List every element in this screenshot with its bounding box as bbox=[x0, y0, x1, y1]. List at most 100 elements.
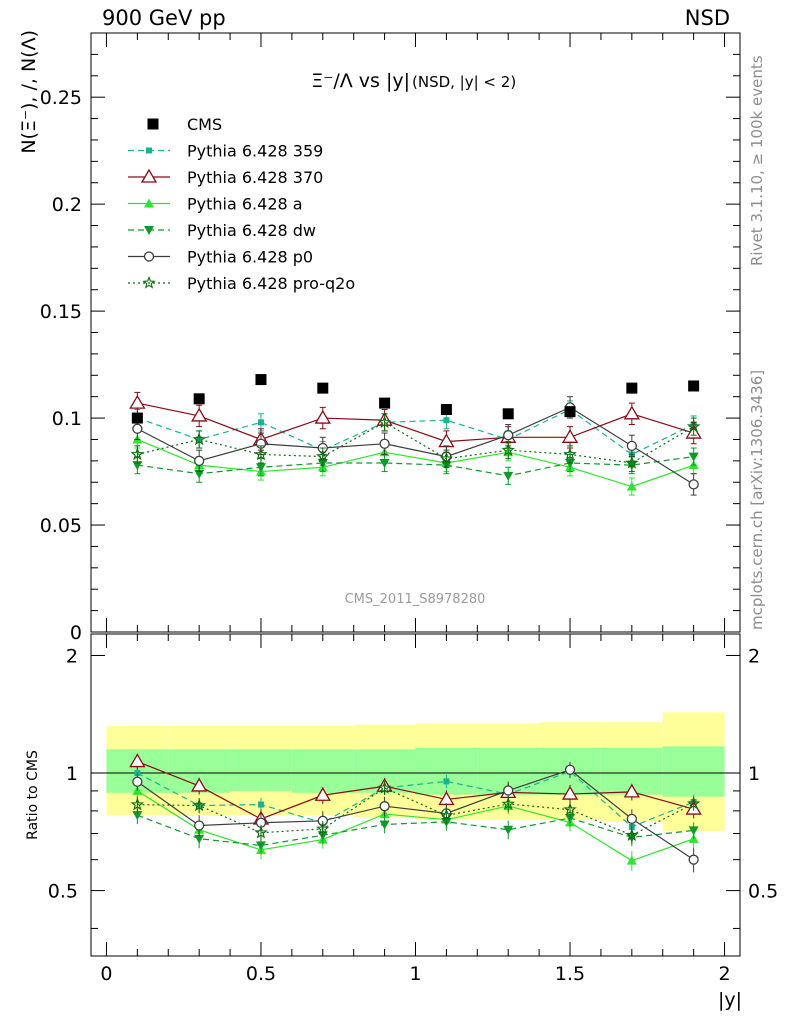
series-pythia-6-428-pro-q2o-point bbox=[439, 451, 454, 465]
series-pythia-6-428-p0-ratio-point bbox=[626, 813, 637, 825]
series-pythia-6-428-p0-ratio-point bbox=[564, 764, 576, 775]
cms-data-point bbox=[502, 408, 514, 420]
header-left: 900 GeV pp bbox=[102, 6, 226, 30]
ratio-uncertainty-bands bbox=[91, 712, 740, 832]
cms-data-point bbox=[317, 382, 329, 394]
series-pythia-6-428-370-ratio-line bbox=[137, 761, 694, 820]
series-pythia-6-428-dw-point bbox=[255, 463, 266, 473]
chart-title: Ξ⁻/Λ vs |y| bbox=[311, 70, 410, 92]
series-pythia-6-428-dw-ratio-point bbox=[132, 811, 143, 821]
series-pythia-6-428-pro-q2o-ratio-point bbox=[192, 798, 206, 812]
series-pythia-6-428-pro-q2o-point bbox=[686, 419, 701, 433]
legend-pythia-6-428-370-marker bbox=[140, 168, 158, 183]
series-pythia-6-428-359-point bbox=[443, 417, 450, 424]
series-pythia-6-428-370-point bbox=[438, 433, 455, 448]
series-pythia-6-428-pro-q2o-point bbox=[377, 415, 392, 429]
series-pythia-6-428-p0-point bbox=[379, 438, 390, 449]
legend-pythia-6-428-370-label: Pythia 6.428 370 bbox=[187, 168, 323, 187]
legend-pythia-6-428-359-label: Pythia 6.428 359 bbox=[187, 142, 323, 161]
series-pythia-6-428-p0-ratio-line bbox=[137, 769, 694, 861]
series-pythia-6-428-pro-q2o-ratio-point bbox=[563, 802, 577, 816]
ratio-band-inner bbox=[230, 749, 292, 791]
series-pythia-6-428-370-ratio-point bbox=[623, 783, 640, 798]
series-pythia-6-428-pro-q2o-point bbox=[192, 432, 206, 446]
series-pythia-6-428-p0-point bbox=[688, 479, 699, 490]
legend-pythia-6-428-a-label: Pythia 6.428 a bbox=[187, 195, 303, 214]
series-pythia-6-428-a-line bbox=[137, 438, 694, 488]
series-pythia-6-428-359-ratio-point bbox=[443, 778, 450, 785]
series-pythia-6-428-pro-q2o-ratio-point bbox=[501, 796, 515, 810]
series-pythia-6-428-pro-q2o-ratio-point bbox=[439, 808, 454, 822]
legend-pythia-6-428-pro-q2o-marker bbox=[142, 275, 156, 289]
series-pythia-6-428-p0-ratio-point bbox=[379, 801, 390, 812]
legend-pythia-6-428-p0-marker bbox=[143, 251, 155, 262]
header-right: NSD bbox=[684, 6, 730, 30]
legend: CMS Pythia 6.428 359 Pythia 6.428 370 Pythi… bbox=[128, 115, 355, 293]
series-pythia-6-428-pro-q2o-point bbox=[254, 447, 268, 461]
series-pythia-6-428-pro-q2o-point bbox=[316, 449, 330, 463]
y-axis-label: N(Ξ⁻), /, N(Λ) bbox=[18, 30, 40, 154]
ratio-y-tick-label-right: 0.5 bbox=[748, 881, 778, 903]
series-pythia-6-428-dw-ratio-line bbox=[137, 814, 694, 847]
series-pythia-6-428-p0-ratio-point bbox=[688, 854, 699, 865]
x-tick-label: 0.5 bbox=[246, 963, 276, 985]
series-pythia-6-428-pro-q2o-ratio-point bbox=[377, 780, 392, 794]
series-pythia-6-428-370-line bbox=[137, 402, 694, 443]
legend-pythia-6-428-p0-label: Pythia 6.428 p0 bbox=[187, 248, 313, 267]
ratio-band-inner bbox=[662, 746, 725, 797]
watermark: CMS_2011_S8978280 bbox=[345, 592, 486, 607]
legend-pythia-6-428-359-marker bbox=[146, 147, 152, 154]
rivet-label: Rivet 3.1.10, ≥ 100k events bbox=[748, 55, 766, 266]
series-pythia-6-428-370-point bbox=[561, 429, 579, 443]
series-pythia-6-428-dw-ratio-point bbox=[565, 814, 576, 824]
cms-data-point bbox=[626, 382, 638, 394]
series-pythia-6-428-370-ratio-point bbox=[191, 777, 208, 792]
ratio-y-tick-label-right: 2 bbox=[748, 645, 760, 667]
series-pythia-6-428-370-ratio-point bbox=[129, 753, 146, 768]
series-pythia-6-428-p0-point bbox=[194, 455, 205, 467]
ratio-y-tick-label-right: 1 bbox=[748, 763, 760, 785]
cms-data-point bbox=[131, 412, 143, 424]
series-pythia-6-428-pro-q2o-ratio-point bbox=[316, 821, 330, 835]
x-axis-label: |y| bbox=[718, 989, 742, 1011]
series-pythia-6-428-359-ratio-point bbox=[257, 801, 264, 808]
series-pythia-6-428-370-ratio-point bbox=[314, 786, 331, 801]
series-pythia-6-428-p0-ratio-point bbox=[503, 785, 514, 796]
series-pythia-6-428-pro-q2o-ratio-point bbox=[254, 825, 268, 839]
main-series-layer bbox=[129, 374, 702, 496]
series-pythia-6-428-p0-ratio-point bbox=[132, 776, 143, 787]
series-pythia-6-428-dw-point bbox=[379, 458, 390, 468]
legend-pythia-6-428-a-marker bbox=[144, 198, 154, 208]
x-tick-label: 2 bbox=[719, 963, 731, 985]
y-tick-label: 0.05 bbox=[40, 515, 82, 537]
legend-pythia-6-428-pro-q2o-label: Pythia 6.428 pro-q2o bbox=[187, 274, 355, 293]
legend-marker-cms bbox=[147, 118, 159, 130]
series-pythia-6-428-pro-q2o-ratio-point bbox=[686, 796, 701, 810]
series-pythia-6-428-pro-q2o-point bbox=[625, 455, 639, 469]
series-pythia-6-428-dw-line bbox=[137, 455, 694, 477]
series-pythia-6-428-pro-q2o-line bbox=[137, 421, 694, 464]
series-pythia-6-428-dw-ratio-point bbox=[379, 820, 390, 830]
ratio-series-layer bbox=[129, 753, 702, 873]
y-tick-label: 0.25 bbox=[40, 87, 82, 109]
x-tick-label: 0 bbox=[100, 963, 112, 985]
cms-data-point bbox=[688, 380, 700, 392]
series-pythia-6-428-359-point bbox=[257, 419, 264, 426]
series-pythia-6-428-dw-point bbox=[688, 452, 699, 462]
y-tick-label: 0.1 bbox=[52, 408, 82, 430]
series-pythia-6-428-359-ratio-line bbox=[137, 770, 694, 828]
series-pythia-6-428-a-point bbox=[626, 481, 637, 491]
legend-label-cms: CMS bbox=[187, 115, 222, 134]
cms-data-point bbox=[379, 397, 391, 409]
series-pythia-6-428-pro-q2o-ratio-point bbox=[625, 828, 639, 841]
ratio-y-tick-label: 2 bbox=[66, 645, 78, 667]
ratio-y-tick-label: 0.5 bbox=[48, 881, 78, 903]
legend-pythia-6-428-dw-marker bbox=[144, 226, 154, 235]
cms-data-point bbox=[193, 393, 205, 405]
series-pythia-6-428-p0-line bbox=[137, 406, 694, 485]
series-pythia-6-428-pro-q2o-point bbox=[563, 447, 577, 461]
cms-data-point bbox=[255, 374, 267, 386]
axis-ticks: 0 0.5 1 1.5 200.050.10.150.20.250.5 0.51 12 2 bbox=[40, 33, 778, 985]
series-pythia-6-428-370-point bbox=[191, 407, 208, 422]
